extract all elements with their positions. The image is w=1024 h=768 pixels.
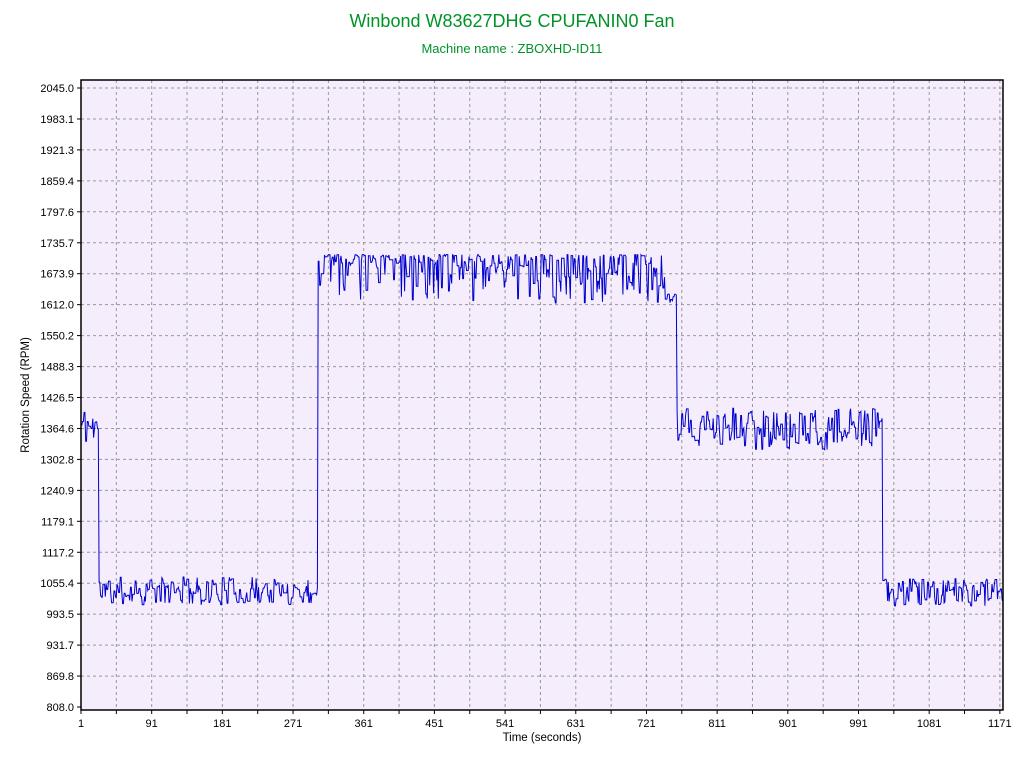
svg-text:2045.0: 2045.0 (40, 83, 74, 95)
vertical-gridlines (115, 80, 1001, 710)
svg-text:1081: 1081 (917, 718, 941, 730)
svg-text:451: 451 (425, 718, 443, 730)
svg-text:993.5: 993.5 (46, 609, 74, 621)
svg-text:721: 721 (637, 718, 655, 730)
svg-text:1179.1: 1179.1 (41, 516, 74, 528)
plot-background (81, 80, 1003, 710)
svg-text:1: 1 (78, 718, 84, 730)
svg-text:1983.1: 1983.1 (40, 114, 74, 126)
svg-text:931.7: 931.7 (46, 640, 74, 652)
svg-text:1550.2: 1550.2 (40, 331, 74, 343)
svg-text:1240.9: 1240.9 (40, 485, 74, 497)
svg-text:1364.6: 1364.6 (40, 423, 74, 435)
y-axis-ticks (77, 87, 81, 708)
chart-subtitle: Machine name : ZBOXHD-ID11 (421, 41, 603, 56)
svg-text:1735.7: 1735.7 (40, 238, 74, 250)
svg-text:361: 361 (355, 718, 373, 730)
svg-text:869.8: 869.8 (46, 671, 74, 683)
svg-text:91: 91 (146, 718, 158, 730)
x-axis-ticks (80, 710, 1001, 714)
svg-text:991: 991 (849, 718, 867, 730)
svg-text:631: 631 (567, 718, 585, 730)
x-axis-label: Time (seconds) (502, 732, 582, 744)
svg-text:1488.3: 1488.3 (40, 362, 74, 374)
svg-text:271: 271 (284, 718, 302, 730)
svg-text:181: 181 (213, 718, 231, 730)
svg-text:1612.0: 1612.0 (40, 300, 74, 312)
svg-text:808.0: 808.0 (46, 702, 74, 714)
plot-frame (80, 79, 1004, 711)
y-axis-label: Rotation Speed (RPM) (20, 337, 32, 453)
svg-text:1302.8: 1302.8 (40, 454, 74, 466)
svg-text:1797.6: 1797.6 (40, 207, 74, 219)
svg-text:901: 901 (779, 718, 797, 730)
y-tick-labels: 808.0 869.8 931.7 993.5 1055.4 1117.2 1179.1 12… (40, 83, 74, 714)
x-tick-labels: 1 91 181 271 361 451 541 631 721 811 901 991 1081 117… (78, 718, 1012, 730)
svg-text:1859.4: 1859.4 (40, 176, 74, 188)
svg-text:1055.4: 1055.4 (40, 578, 74, 590)
svg-text:1117.2: 1117.2 (42, 547, 74, 559)
chart-title: Winbond W83627DHG CPUFANIN0 Fan (349, 11, 675, 31)
svg-text:541: 541 (496, 718, 514, 730)
svg-text:1673.9: 1673.9 (40, 269, 74, 281)
svg-text:1171: 1171 (988, 718, 1012, 730)
svg-text:811: 811 (708, 718, 726, 730)
svg-text:1426.5: 1426.5 (40, 393, 74, 405)
series-line (81, 253, 1004, 607)
svg-text:1921.3: 1921.3 (40, 145, 74, 157)
